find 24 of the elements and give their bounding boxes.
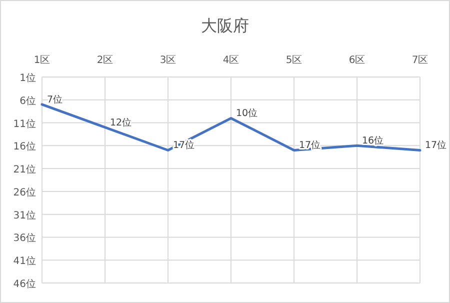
y-tick-label: 36位: [13, 232, 36, 244]
x-tick-label: 5区: [286, 55, 302, 66]
chart-title: 大阪府: [201, 16, 249, 35]
y-tick-label: 31位: [13, 209, 36, 222]
data-label: 16位: [362, 134, 384, 147]
x-tick-label: 3区: [160, 55, 176, 66]
y-tick-label: 11位: [13, 118, 36, 130]
x-tick-label: 4区: [222, 55, 240, 66]
data-label: 7位: [47, 93, 64, 106]
data-label: 12位: [110, 116, 132, 128]
data-label: 10位: [236, 107, 258, 120]
y-tick-label: 26位: [13, 186, 36, 198]
y-tick-label: 6位: [20, 94, 36, 107]
y-tick-label: 41位: [13, 255, 36, 268]
x-tick-label: 6区: [348, 55, 366, 66]
line-series: [40, 103, 422, 152]
data-label: 17位: [425, 139, 448, 152]
y-tick-label: 16位: [13, 140, 36, 153]
y-tick-label: 21位: [13, 164, 36, 176]
x-tick-label: 7区: [412, 55, 428, 66]
x-tick-label: 1区: [34, 55, 50, 66]
x-tick-label: 2区: [96, 55, 114, 66]
y-tick-label: 46位: [13, 278, 36, 290]
y-tick-label: 1位: [20, 72, 36, 84]
